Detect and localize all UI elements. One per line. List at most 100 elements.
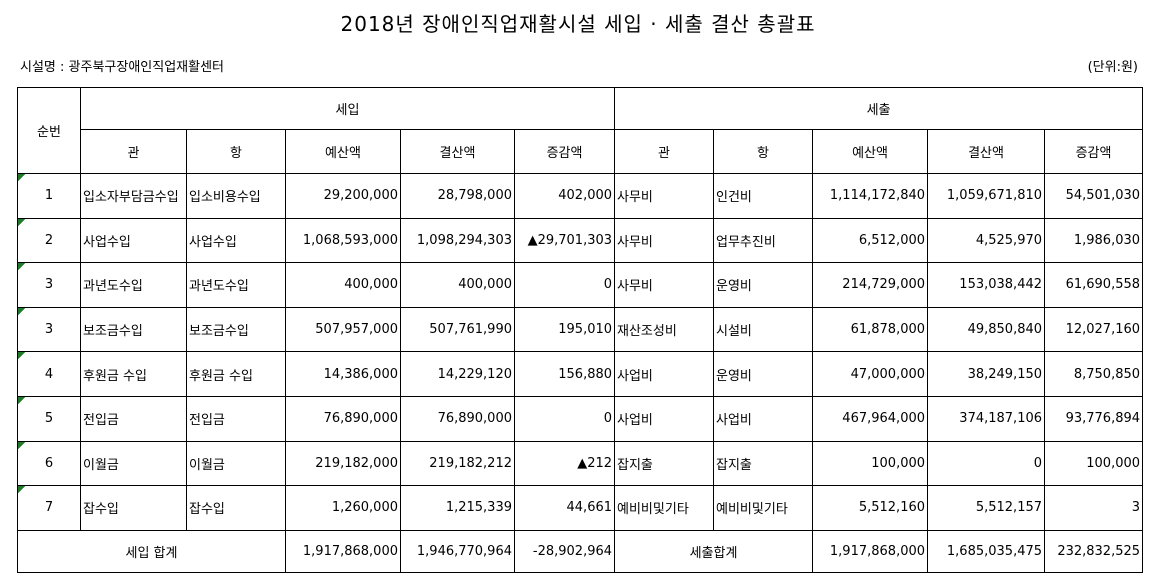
item-name: 입소자부담금수입	[80, 173, 187, 219]
row-number: 7	[17, 485, 81, 531]
item-name: 예비비및기타	[713, 485, 814, 531]
amount: 153,038,442	[927, 262, 1046, 308]
amount: 61,878,000	[812, 306, 929, 353]
amount: 28,798,000	[400, 173, 515, 219]
amount: 100,000	[1044, 440, 1144, 487]
item-name: 예비비및기타	[614, 485, 715, 531]
amount: 12,027,160	[1044, 306, 1144, 353]
amount: 1,068,593,000	[285, 217, 401, 264]
amount: 49,850,840	[927, 306, 1046, 353]
table-row: 4 후원금 수입 후원금 수입 14,386,000 14,229,120 156,880…	[17, 351, 1144, 397]
amount: 1,059,671,810	[927, 173, 1046, 219]
column-header: 관	[80, 129, 187, 174]
total-amount: 232,832,525	[1044, 529, 1144, 573]
column-header: 관	[614, 129, 715, 174]
amount: 14,386,000	[285, 351, 401, 397]
item-name: 재산조성비	[614, 306, 715, 353]
row-number: 1	[17, 173, 81, 219]
item-name: 사업수입	[186, 217, 286, 264]
column-header: 예산액	[285, 129, 401, 174]
amount: 76,890,000	[285, 395, 401, 442]
amount: 100,000	[812, 440, 929, 487]
table-row: 세입 합계 1,917,868,000 1,946,770,964 -28,902,9…	[17, 529, 1144, 573]
amount: 219,182,000	[285, 440, 401, 487]
item-name: 잡지출	[713, 440, 814, 487]
item-name: 사업비	[713, 395, 814, 442]
amount: 507,761,990	[400, 306, 515, 353]
item-name: 잡지출	[614, 440, 715, 487]
item-name: 사업비	[614, 395, 715, 442]
column-header: 예산액	[812, 129, 929, 174]
total-amount: 1,685,035,475	[927, 529, 1046, 573]
item-name: 사무비	[614, 173, 715, 219]
facility: 시설명 : 광주북구장애인직업재활센터	[20, 60, 225, 75]
amount: 402,000	[513, 173, 616, 219]
item-name: 이월금	[80, 440, 187, 487]
amount: 400,000	[285, 262, 401, 308]
item-name: 보조금수입	[186, 306, 286, 353]
amount: ▲212	[513, 440, 616, 487]
item-name: 운영비	[713, 351, 814, 397]
column-header: 항	[713, 129, 814, 174]
column-header: 결산액	[927, 129, 1046, 174]
total-amount: 1,946,770,964	[400, 529, 515, 573]
item-name: 사무비	[614, 262, 715, 308]
item-name: 전입금	[186, 395, 286, 442]
table-row: 1 입소자부담금수입 입소비용수입 29,200,000 28,798,000 402,0…	[17, 173, 1144, 219]
amount: 507,957,000	[285, 306, 401, 353]
amount: 93,776,894	[1044, 395, 1144, 442]
amount: 0	[513, 395, 616, 442]
column-header: 증감액	[513, 129, 616, 174]
total-label: 세입 합계	[17, 529, 286, 573]
amount: 1,098,294,303	[400, 217, 515, 264]
amount: ▲29,701,303	[513, 217, 616, 264]
item-name: 사무비	[614, 217, 715, 264]
item-name: 입소비용수입	[186, 173, 286, 219]
title: 2018년 장애인직업재활시설 세입 · 세출 결산 총괄표	[340, 12, 816, 36]
amount: 1,260,000	[285, 485, 401, 531]
item-name: 후원금 수입	[80, 351, 187, 397]
amount: 38,249,150	[927, 351, 1046, 397]
table-row: 3 과년도수입 과년도수입 400,000 400,000 0 사무비 운영비 214,729,…	[17, 262, 1144, 308]
item-name: 사업수입	[80, 217, 187, 264]
row-number: 3	[17, 262, 81, 308]
row-number: 3	[17, 306, 81, 353]
item-name: 전입금	[80, 395, 187, 442]
row-number: 5	[17, 395, 81, 442]
item-name: 인건비	[713, 173, 814, 219]
item-name: 잡수입	[80, 485, 187, 531]
item-name: 과년도수입	[186, 262, 286, 308]
row-number: 6	[17, 440, 81, 487]
amount: 219,182,212	[400, 440, 515, 487]
table-row: 5 전입금 전입금 76,890,000 76,890,000 0 사업비 사업비 467,96…	[17, 395, 1144, 442]
amount: 0	[513, 262, 616, 308]
column-header: 결산액	[400, 129, 515, 174]
amount: 5,512,160	[812, 485, 929, 531]
amount: 1,986,030	[1044, 217, 1144, 264]
amount: 14,229,120	[400, 351, 515, 397]
total-amount: -28,902,964	[513, 529, 616, 573]
amount: 47,000,000	[812, 351, 929, 397]
table-row: 순번 세입 세출	[17, 87, 1144, 174]
amount: 156,880	[513, 351, 616, 397]
item-name: 업무추진비	[713, 217, 814, 264]
item-name: 잡수입	[186, 485, 286, 531]
amount: 61,690,558	[1044, 262, 1144, 308]
item-name: 후원금 수입	[186, 351, 286, 397]
row-number: 2	[17, 217, 81, 264]
amount: 29,200,000	[285, 173, 401, 219]
amount: 214,729,000	[812, 262, 929, 308]
header-no: 순번	[17, 87, 81, 174]
unit: (단위:원)	[1087, 60, 1138, 75]
amount: 54,501,030	[1044, 173, 1144, 219]
item-name: 운영비	[713, 262, 814, 308]
row-number: 4	[17, 351, 81, 397]
amount: 4,525,970	[927, 217, 1046, 264]
amount: 1,114,172,840	[812, 173, 929, 219]
amount: 0	[927, 440, 1046, 487]
table-row: 관 항 예산액 결산액 증감액 관 항 예산액 결산액 증감액	[18, 129, 1144, 174]
total-amount: 1,917,868,000	[812, 529, 929, 573]
amount: 8,750,850	[1044, 351, 1144, 397]
column-header: 항	[186, 129, 286, 174]
item-name: 시설비	[713, 306, 814, 353]
